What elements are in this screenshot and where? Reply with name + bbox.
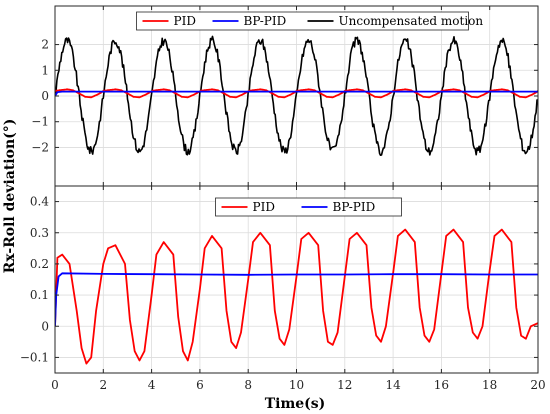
bottom-legend: PID BP-PID	[215, 197, 402, 217]
x-tick-label: 8	[244, 378, 252, 392]
top-legend-label: PID	[174, 14, 196, 28]
top-y-tick-label: 0	[41, 89, 49, 103]
bottom-legend-label: PID	[253, 200, 275, 214]
x-tick-label: 4	[148, 378, 156, 392]
top-legend: PID BP-PID Uncompensated motion	[136, 11, 484, 31]
bottom-series-bp-pid	[55, 272, 538, 327]
x-tick-label: 12	[337, 378, 352, 392]
x-tick-label: 20	[530, 378, 545, 392]
top-legend-item: BP-PID	[212, 14, 287, 28]
x-tick-label: 14	[385, 378, 401, 392]
y-axis-label: Rx-Roll deviation(°)	[2, 119, 18, 274]
top-legend-label: BP-PID	[244, 14, 287, 28]
top-y-tick-label: 2	[41, 38, 49, 52]
top-series-uncompensated-motion	[55, 35, 538, 156]
x-tick-label: 18	[482, 378, 497, 392]
bottom-y-tick-label: 0.2	[30, 257, 49, 271]
bottom-y-tick-label: 0	[41, 319, 49, 333]
top-legend-label: Uncompensated motion	[339, 14, 484, 28]
bottom-legend-item: PID	[221, 200, 275, 214]
x-tick-label: 10	[289, 378, 304, 392]
top-y-tick-label: −1	[31, 115, 49, 129]
bottom-legend-item: BP-PID	[301, 200, 376, 214]
x-tick-label: 16	[434, 378, 449, 392]
x-tick-label: 0	[51, 378, 59, 392]
top-series-bp-pid	[55, 90, 538, 97]
bottom-y-tick-label: −0.1	[20, 350, 49, 364]
top-legend-item: PID	[142, 14, 196, 28]
top-legend-item: Uncompensated motion	[307, 14, 484, 28]
x-axis-label: Time(s)	[265, 396, 326, 412]
bottom-legend-label: BP-PID	[333, 200, 376, 214]
bottom-y-tick-label: 0.4	[30, 195, 49, 209]
bottom-series-pid	[55, 228, 538, 365]
top-y-tick-label: 1	[41, 63, 49, 77]
x-tick-label: 6	[196, 378, 204, 392]
x-tick-label: 2	[99, 378, 107, 392]
bottom-y-tick-label: 0.3	[30, 226, 49, 240]
top-y-tick-label: −2	[31, 140, 49, 154]
top-panel: −2 −1 0 1 2 PID BP-PID Uncompensated motion	[31, 5, 539, 187]
bottom-y-tick-label: 0.1	[30, 288, 49, 302]
